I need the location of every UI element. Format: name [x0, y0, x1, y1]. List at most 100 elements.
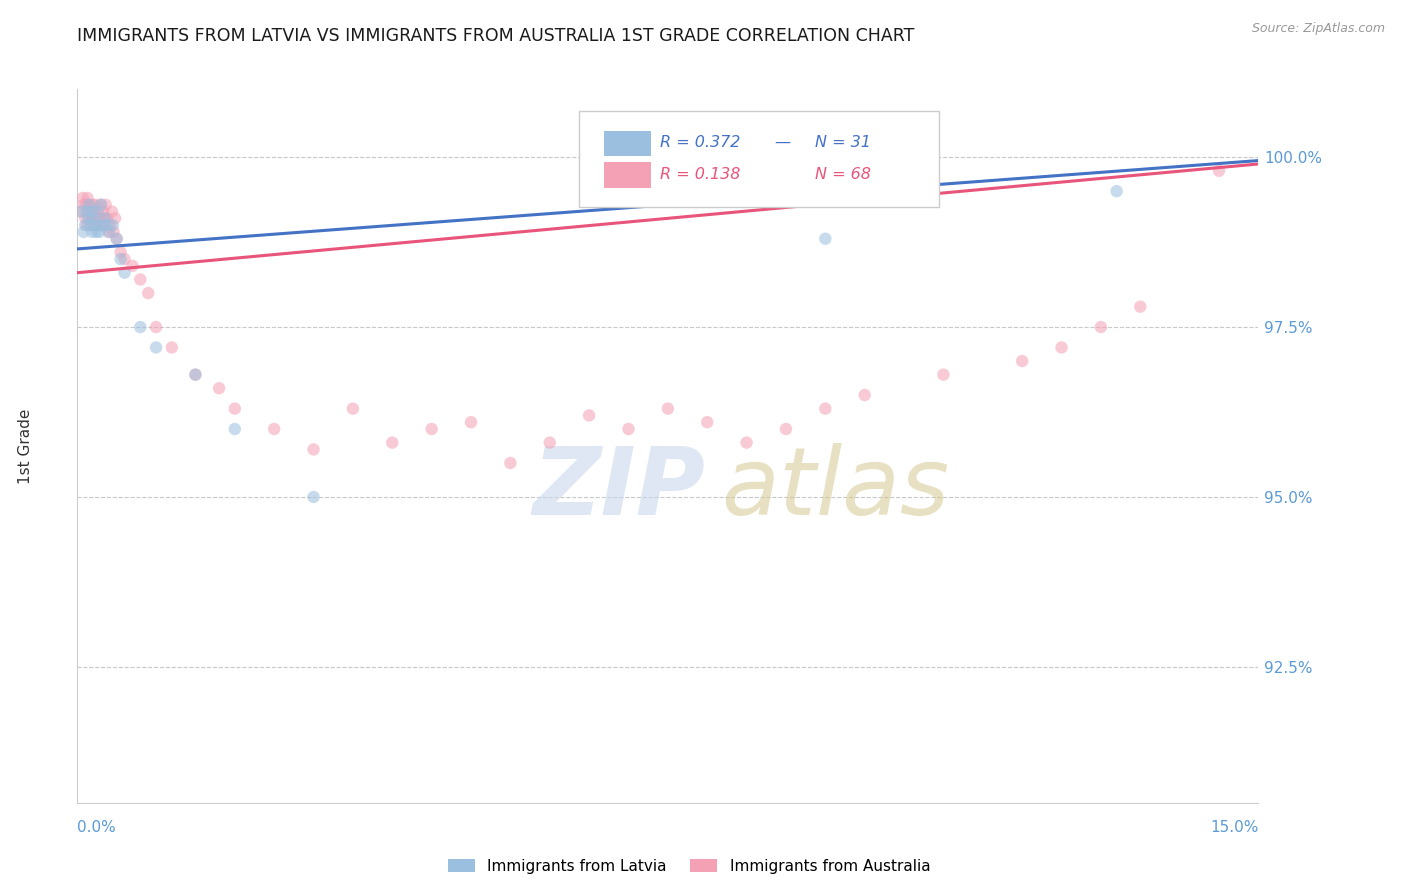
Text: N = 31: N = 31 — [815, 136, 872, 150]
Point — [136, 286, 159, 301]
Point — [72, 198, 94, 212]
Point — [80, 218, 103, 232]
Point — [90, 198, 112, 212]
Point — [110, 245, 132, 260]
Text: 1st Grade: 1st Grade — [18, 409, 32, 483]
Point — [90, 211, 112, 226]
Point — [1050, 341, 1073, 355]
Point — [160, 341, 183, 355]
Point — [77, 211, 100, 226]
Point — [302, 490, 325, 504]
Point — [77, 204, 100, 219]
Point — [76, 218, 98, 232]
Point — [75, 211, 97, 226]
Point — [83, 218, 105, 232]
FancyBboxPatch shape — [605, 162, 651, 187]
Point — [114, 252, 136, 266]
Text: Source: ZipAtlas.com: Source: ZipAtlas.com — [1251, 22, 1385, 36]
Point — [114, 266, 136, 280]
Text: R = 0.138: R = 0.138 — [659, 167, 740, 182]
Point — [101, 204, 124, 219]
FancyBboxPatch shape — [579, 111, 939, 207]
Point — [814, 401, 837, 416]
Text: N = 68: N = 68 — [815, 167, 872, 182]
Point — [1129, 300, 1152, 314]
Point — [105, 232, 128, 246]
Point — [1090, 320, 1112, 334]
Point — [460, 415, 482, 429]
Point — [538, 435, 561, 450]
Point — [94, 198, 117, 212]
Point — [72, 225, 94, 239]
Point — [696, 415, 718, 429]
Point — [263, 422, 285, 436]
Point — [129, 272, 152, 286]
Point — [82, 198, 104, 212]
Point — [657, 401, 679, 416]
Point — [83, 218, 105, 232]
Point — [129, 320, 152, 334]
Text: 15.0%: 15.0% — [1211, 820, 1258, 835]
Point — [79, 211, 101, 226]
Text: IMMIGRANTS FROM LATVIA VS IMMIGRANTS FROM AUSTRALIA 1ST GRADE CORRELATION CHART: IMMIGRANTS FROM LATVIA VS IMMIGRANTS FRO… — [77, 27, 915, 45]
Point — [75, 198, 97, 212]
Point — [617, 422, 640, 436]
Point — [76, 204, 98, 219]
Point — [224, 401, 246, 416]
Point — [80, 204, 103, 219]
Point — [578, 409, 600, 423]
Point — [381, 435, 404, 450]
Text: ZIP: ZIP — [531, 442, 704, 535]
Point — [93, 211, 115, 226]
Point — [89, 218, 111, 232]
Point — [79, 218, 101, 232]
Point — [97, 225, 120, 239]
Point — [76, 191, 98, 205]
Point — [932, 368, 955, 382]
Point — [97, 225, 120, 239]
Point — [104, 211, 127, 226]
Point — [499, 456, 522, 470]
Point — [1011, 354, 1033, 368]
Point — [145, 320, 167, 334]
Text: R = 0.372: R = 0.372 — [659, 136, 740, 150]
Point — [82, 211, 104, 226]
FancyBboxPatch shape — [605, 130, 651, 156]
Point — [775, 422, 797, 436]
Point — [84, 211, 107, 226]
Point — [420, 422, 443, 436]
Point — [91, 204, 114, 219]
Point — [105, 232, 128, 246]
Point — [91, 218, 114, 232]
Point — [72, 191, 94, 205]
Point — [853, 388, 876, 402]
Point — [86, 218, 108, 232]
Point — [103, 225, 125, 239]
Point — [82, 225, 104, 239]
Point — [80, 204, 103, 219]
Point — [224, 422, 246, 436]
Point — [96, 218, 118, 232]
Point — [77, 198, 100, 212]
Point — [94, 218, 117, 232]
Text: atlas: atlas — [721, 443, 949, 534]
Point — [1208, 163, 1230, 178]
Point — [89, 225, 111, 239]
Point — [84, 225, 107, 239]
Point — [101, 218, 124, 232]
Point — [145, 341, 167, 355]
Point — [83, 204, 105, 219]
Text: —: — — [775, 136, 790, 150]
Point — [70, 204, 93, 219]
Point — [87, 218, 110, 232]
Point — [77, 198, 100, 212]
Point — [100, 218, 122, 232]
Point — [75, 218, 97, 232]
Point — [96, 211, 118, 226]
Point — [1105, 184, 1128, 198]
Point — [82, 211, 104, 226]
Point — [208, 381, 231, 395]
Point — [184, 368, 207, 382]
Point — [342, 401, 364, 416]
Point — [87, 204, 110, 219]
